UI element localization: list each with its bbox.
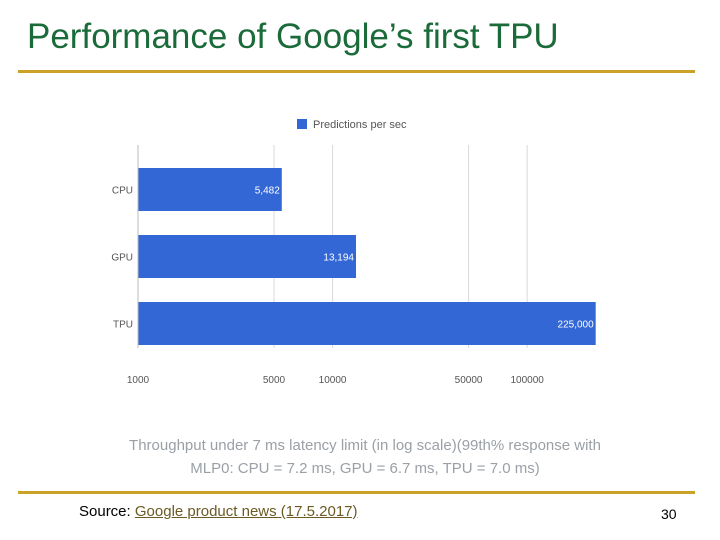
x-tick-label: 10000	[319, 375, 347, 386]
chart-caption: Throughput under 7 ms latency limit (in …	[60, 434, 670, 480]
x-tick-label: 100000	[510, 375, 544, 386]
slide-title: Performance of Google’s first TPU	[27, 17, 559, 56]
category-label: GPU	[111, 253, 133, 264]
x-tick-label: 1000	[127, 375, 150, 386]
legend-swatch	[297, 119, 307, 129]
footer-divider	[18, 491, 695, 494]
page-number: 30	[661, 506, 677, 522]
bar-tpu	[138, 302, 596, 345]
caption-line-1: Throughput under 7 ms latency limit (in …	[129, 437, 601, 454]
legend-label: Predictions per sec	[313, 119, 407, 131]
bar-chart: Predictions per sec 1000 5000 10000 50000 100…	[111, 119, 596, 386]
x-tick-label: 5000	[263, 375, 286, 386]
caption-line-2: MLP0: CPU = 7.2 ms, GPU = 6.7 ms, TPU = …	[190, 460, 540, 477]
bar-value-label: 5,482	[255, 186, 280, 197]
bar-value-label: 13,194	[323, 253, 354, 264]
bar-gpu	[138, 235, 357, 278]
category-label: CPU	[112, 186, 133, 197]
bar-value-label: 225,000	[558, 320, 595, 331]
category-label: TPU	[113, 320, 133, 331]
source-label: Source:	[79, 503, 131, 520]
title-divider	[18, 70, 695, 73]
bar-cpu	[138, 168, 282, 211]
source-link[interactable]: Google product news (17.5.2017)	[134, 503, 358, 520]
source-line: Source: Google product news (17.5.2017)	[79, 503, 358, 520]
x-tick-label: 50000	[455, 375, 483, 386]
